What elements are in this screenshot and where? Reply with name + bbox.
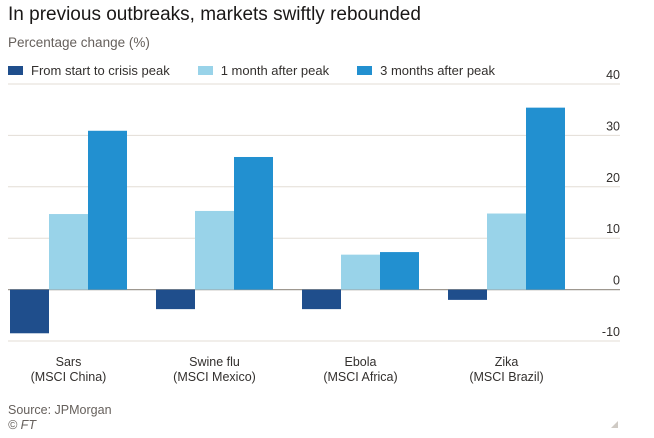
bar-zika-series-1 (448, 289, 487, 300)
legend-item-crisis-peak: From start to crisis peak (8, 63, 170, 78)
bar-swine-flu-series-3 (234, 156, 273, 290)
x-category-label: Zika (495, 355, 519, 369)
legend-swatch-3-months (357, 65, 373, 75)
y-tick-label: 40 (606, 68, 620, 82)
copyright-note: © FT (8, 418, 36, 432)
x-category-sublabel: (MSCI Brazil) (469, 370, 543, 384)
bar-ebola-series-2 (341, 254, 380, 290)
x-category-label: Sars (56, 355, 82, 369)
bar-ebola-series-1 (302, 289, 341, 310)
source-note: Source: JPMorgan (8, 403, 112, 417)
legend-label-3-months: 3 months after peak (380, 62, 496, 78)
bar-zika-series-3 (526, 107, 565, 290)
legend-label-crisis-peak: From start to crisis peak (31, 62, 170, 78)
legend-swatch-1-month (197, 65, 213, 75)
x-category-sublabel: (MSCI China) (31, 370, 107, 384)
bar-sars-series-2 (49, 214, 88, 290)
chart-subtitle: Percentage change (%) (8, 35, 150, 50)
legend-item-3-months: 3 months after peak (357, 63, 495, 78)
legend: From start to crisis peak 1 month after … (8, 61, 523, 79)
legend-item-1-month: 1 month after peak (197, 62, 330, 78)
legend-label-1-month: 1 month after peak (220, 62, 330, 78)
y-tick-label: 0 (613, 274, 620, 288)
bar-swine-flu-series-1 (156, 289, 195, 310)
x-category-label: Ebola (345, 355, 377, 369)
legend-swatch-crisis-peak (8, 65, 23, 75)
bar-zika-series-2 (487, 213, 526, 290)
bar-sars-series-1 (10, 289, 49, 334)
chart-title: In previous outbreaks, markets swiftly r… (8, 4, 421, 25)
x-category-sublabel: (MSCI Africa) (323, 370, 397, 384)
bar-ebola-series-3 (380, 252, 419, 290)
x-category-label: Swine flu (189, 355, 240, 369)
y-tick-label: 30 (606, 119, 620, 133)
resize-corner-icon (611, 421, 618, 428)
y-tick-label: -10 (602, 325, 620, 339)
y-tick-label: 10 (606, 222, 620, 236)
y-tick-label: 20 (606, 171, 620, 185)
bar-swine-flu-series-2 (195, 210, 234, 290)
x-category-sublabel: (MSCI Mexico) (173, 370, 256, 384)
bar-sars-series-3 (88, 130, 127, 290)
